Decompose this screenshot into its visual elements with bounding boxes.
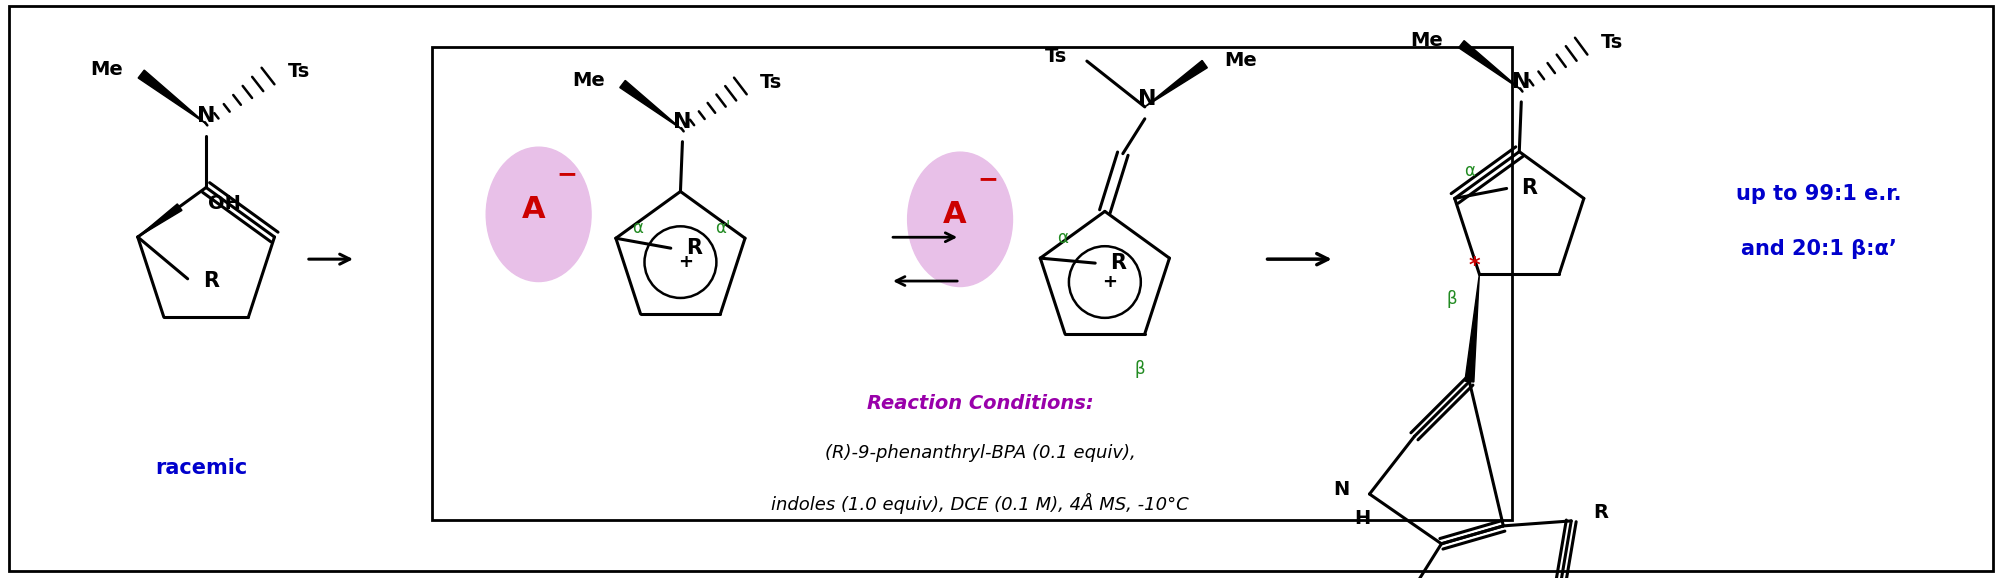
- Text: R: R: [685, 238, 701, 258]
- Text: *: *: [1469, 256, 1481, 276]
- Text: Me: Me: [1411, 31, 1443, 50]
- Ellipse shape: [487, 147, 591, 281]
- Text: Ts: Ts: [760, 72, 784, 91]
- Text: N: N: [196, 106, 214, 126]
- Text: Me: Me: [571, 71, 605, 90]
- Text: +: +: [1102, 273, 1118, 291]
- Text: Ts: Ts: [289, 61, 311, 80]
- Text: N: N: [673, 112, 691, 132]
- Text: −: −: [978, 167, 998, 192]
- Polygon shape: [619, 80, 683, 130]
- Text: H: H: [1355, 510, 1371, 529]
- Text: racemic: racemic: [154, 458, 246, 478]
- Text: Ts: Ts: [1601, 32, 1623, 52]
- Text: −: −: [555, 163, 577, 186]
- Text: R: R: [1593, 503, 1607, 522]
- Text: (R)-9-phenanthryl-BPA (0.1 equiv),: (R)-9-phenanthryl-BPA (0.1 equiv),: [826, 444, 1136, 462]
- Text: and 20:1 β:α’: and 20:1 β:α’: [1741, 239, 1898, 259]
- Text: indoles (1.0 equiv), DCE (0.1 M), 4Å MS, -10°C: indoles (1.0 equiv), DCE (0.1 M), 4Å MS,…: [772, 492, 1188, 514]
- Text: R: R: [1110, 253, 1126, 273]
- Text: Me: Me: [1224, 50, 1257, 69]
- Text: α': α': [715, 219, 731, 237]
- Text: β: β: [1447, 290, 1457, 308]
- Polygon shape: [138, 70, 206, 124]
- Text: A: A: [944, 200, 966, 229]
- Text: A: A: [521, 195, 545, 224]
- Text: α: α: [1056, 229, 1068, 247]
- Polygon shape: [1144, 60, 1206, 107]
- Text: Me: Me: [90, 60, 122, 79]
- Text: N: N: [1333, 479, 1349, 499]
- Polygon shape: [138, 204, 182, 237]
- Text: R: R: [202, 271, 218, 291]
- Ellipse shape: [908, 152, 1012, 287]
- Text: α: α: [1465, 162, 1475, 179]
- Text: up to 99:1 e.r.: up to 99:1 e.r.: [1735, 185, 1902, 204]
- Polygon shape: [1459, 41, 1521, 90]
- Bar: [431, 47, 1513, 520]
- Text: α: α: [633, 219, 643, 237]
- Text: OH: OH: [208, 193, 240, 212]
- Text: +: +: [677, 253, 693, 271]
- Text: R: R: [1521, 178, 1537, 199]
- Text: β: β: [1134, 360, 1144, 378]
- Text: Ts: Ts: [1044, 47, 1066, 65]
- Text: N: N: [1513, 72, 1531, 92]
- Polygon shape: [1465, 274, 1479, 382]
- Text: N: N: [1138, 89, 1156, 109]
- Text: Reaction Conditions:: Reaction Conditions:: [866, 394, 1094, 413]
